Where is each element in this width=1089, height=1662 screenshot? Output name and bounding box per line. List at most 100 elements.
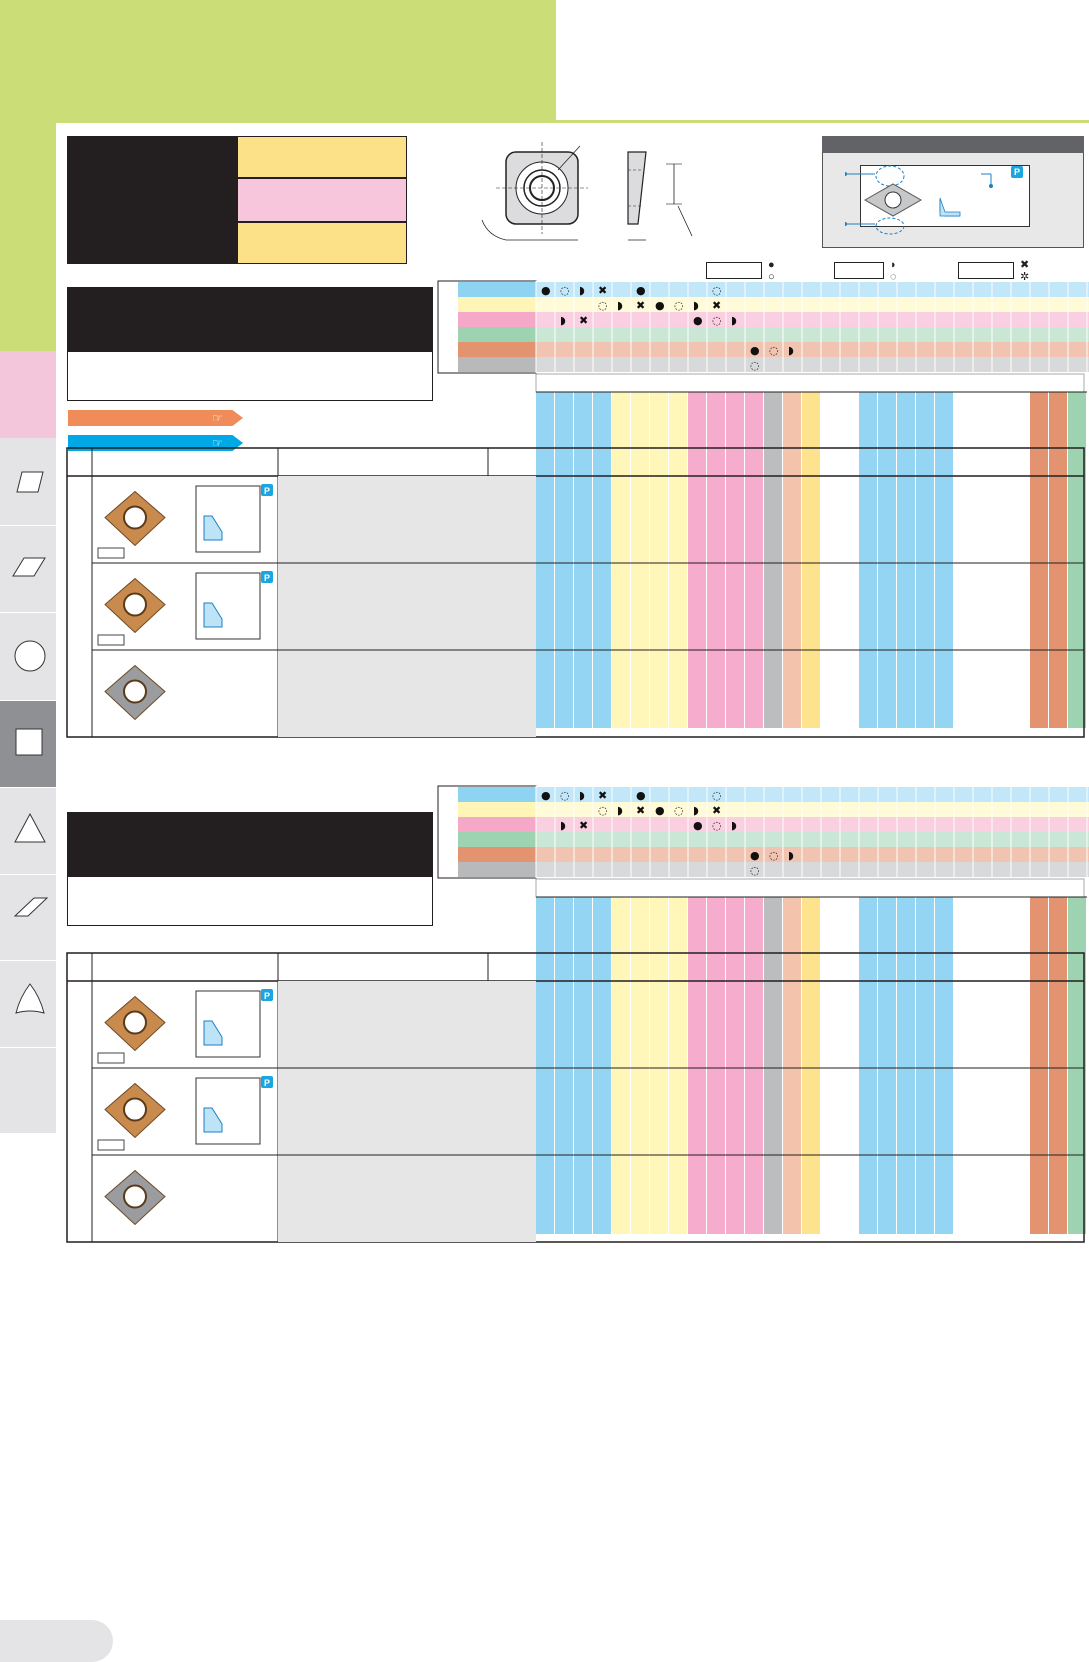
sidebar-pink-tab[interactable] (0, 351, 56, 438)
land-chip (97, 547, 125, 559)
grade-column (992, 392, 1010, 728)
grade-symbol-icon: ◗ (731, 314, 737, 327)
grade-row-band (536, 357, 1089, 372)
grade-column (593, 392, 611, 728)
grade-column (859, 392, 877, 728)
grade-column (821, 392, 839, 728)
grade-column (935, 897, 953, 1234)
grade-symbol-icon: ◌ (674, 804, 684, 817)
grade-column (821, 897, 839, 1234)
grade-column (669, 392, 687, 728)
product-desc-cell (278, 563, 488, 650)
grade-column (555, 897, 573, 1234)
grade-column (1030, 392, 1048, 728)
circle-icon[interactable] (14, 640, 46, 672)
grade-symbol-icon: ◌ (598, 299, 608, 312)
grade-row-label (458, 847, 536, 862)
triangle-icon[interactable] (14, 813, 46, 843)
grade-row-label (458, 787, 536, 802)
chipbreaker-area (203, 1020, 223, 1046)
grade-column (973, 392, 991, 728)
hand-pointer-icon: ☞ (212, 411, 223, 425)
hand-pointer-icon: ☞ (212, 436, 223, 450)
grade-symbol-icon: ◌ (750, 359, 760, 372)
grade-symbol-icon: ◗ (788, 344, 794, 357)
grade-column (688, 897, 706, 1234)
grade-column (631, 392, 649, 728)
grade-symbol-icon: ✖ (598, 284, 607, 297)
insert-hole (123, 505, 147, 530)
grade-column (954, 392, 972, 728)
grade-column (783, 897, 801, 1234)
blue-link-arrow[interactable]: ☞ (68, 435, 243, 451)
land-chip (97, 1052, 125, 1064)
grade-symbol-icon: ◌ (712, 789, 722, 802)
grade-column (650, 897, 668, 1234)
grade-column (954, 897, 972, 1234)
chipbreaker-area (203, 515, 223, 541)
grade-column (631, 897, 649, 1234)
product-table-frame (66, 447, 1085, 738)
insert-hole (123, 679, 147, 704)
grade-column (745, 392, 763, 728)
rhombus-icon[interactable] (12, 557, 46, 577)
grade-row-label (458, 327, 536, 342)
grade-column (650, 392, 668, 728)
grade-column (802, 392, 820, 728)
grade-column (688, 392, 706, 728)
grade-row-label (458, 357, 536, 372)
key-gear-icon: ✲ (1020, 271, 1030, 283)
grade-row-label (458, 297, 536, 312)
grade-symbol-icon: ✖ (636, 299, 645, 312)
grade-column (764, 392, 782, 728)
grade-symbol-icon: ● (750, 344, 760, 357)
insert-title-box (67, 136, 237, 264)
insert-hole (123, 592, 147, 617)
tab-divider (0, 787, 56, 788)
grade-column (859, 897, 877, 1234)
tab-divider (0, 960, 56, 961)
feature-band-pink (237, 178, 407, 222)
grade-column (1049, 392, 1067, 728)
grade-row-label (458, 282, 536, 297)
grade-row-label (458, 832, 536, 847)
feature-band-yellow-2 (237, 222, 407, 264)
product-desc-cell (278, 981, 488, 1068)
grade-row-band (536, 862, 1089, 877)
grade-symbol-icon: ● (541, 284, 551, 297)
grade-row-band (536, 847, 1089, 862)
header-band (0, 0, 556, 123)
grade-row-label (458, 312, 536, 327)
trigon-icon[interactable] (14, 983, 46, 1017)
tab-divider (0, 1047, 56, 1048)
key-circle-icon: ○ (768, 271, 775, 283)
grade-row-band (536, 832, 1089, 847)
grade-column (669, 897, 687, 1234)
grade-column (612, 392, 630, 728)
key-box-3 (958, 262, 1014, 279)
grade-symbol-icon: ✖ (636, 804, 645, 817)
grade-subheader (535, 373, 1085, 393)
product-code-cell (488, 563, 536, 650)
grade-row-label (458, 862, 536, 877)
grade-row-band (536, 787, 1089, 802)
section-2-subtitle (67, 876, 433, 926)
grade-symbol-icon: ◌ (750, 864, 760, 877)
grade-column (726, 897, 744, 1234)
product-code-cell (488, 981, 536, 1068)
rhombus-35-icon[interactable] (14, 897, 48, 917)
grade-symbol-icon: ◗ (788, 849, 794, 862)
grade-symbol-icon: ● (636, 789, 646, 802)
grade-symbol-icon: ◌ (598, 804, 608, 817)
grade-column (764, 897, 782, 1234)
square-icon[interactable] (15, 728, 43, 756)
orange-link-arrow[interactable]: ☞ (68, 410, 243, 426)
section-1-title (67, 287, 433, 351)
grade-column (1011, 897, 1029, 1234)
chipbreaker-area (203, 602, 223, 628)
grade-row-label (458, 802, 536, 817)
product-code-cell (488, 1068, 536, 1155)
parallelogram-icon[interactable] (16, 470, 44, 494)
section-1-subtitle (67, 351, 433, 401)
